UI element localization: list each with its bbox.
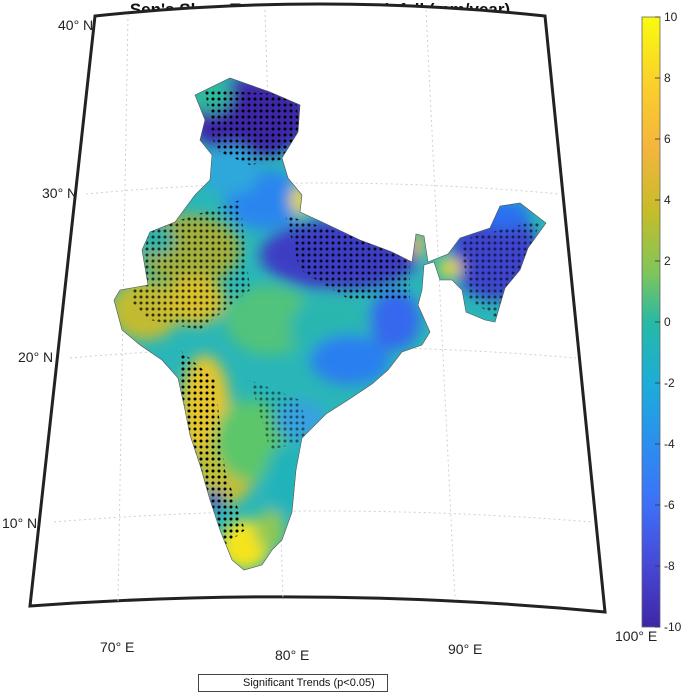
significance-legend: Significant Trends (p<0.05): [198, 674, 388, 692]
india-outline: [113, 77, 547, 571]
colorbar-tick-label: 2: [664, 254, 671, 268]
colorbar-tick-label: 8: [664, 71, 671, 85]
colorbar-tick-label: 6: [664, 132, 671, 146]
lon-label-70: 70° E: [100, 639, 134, 655]
significance-dots: [130, 90, 540, 545]
colorbar-tick-label: -4: [664, 437, 675, 451]
lon-label-80: 80° E: [275, 647, 309, 663]
colorbar-ticks: 10 8 6 4 2 0 -2 -4 -6 -8 -10: [655, 10, 682, 634]
lat-label-40: 40° N: [58, 17, 93, 33]
lat-label-30: 30° N: [42, 185, 77, 201]
legend-label: Significant Trends (p<0.05): [243, 677, 375, 689]
colorbar: 10 8 6 4 2 0 -2 -4 -6 -8 -10: [641, 10, 682, 634]
lat-label-20: 20° N: [18, 349, 53, 365]
colorbar-tick-label: -2: [664, 376, 675, 390]
colorbar-tick-label: 10: [664, 10, 678, 24]
lon-label-100: 100° E: [615, 628, 657, 644]
colorbar-tick-label: 4: [664, 193, 671, 207]
colorbar-tick-label: 0: [664, 315, 671, 329]
colorbar-tick-label: -10: [664, 620, 682, 634]
colorbar-tick-label: -8: [664, 559, 675, 573]
lat-label-10: 10° N: [2, 515, 37, 531]
colorbar-tick-label: -6: [664, 498, 675, 512]
lon-label-90: 90° E: [448, 641, 482, 657]
